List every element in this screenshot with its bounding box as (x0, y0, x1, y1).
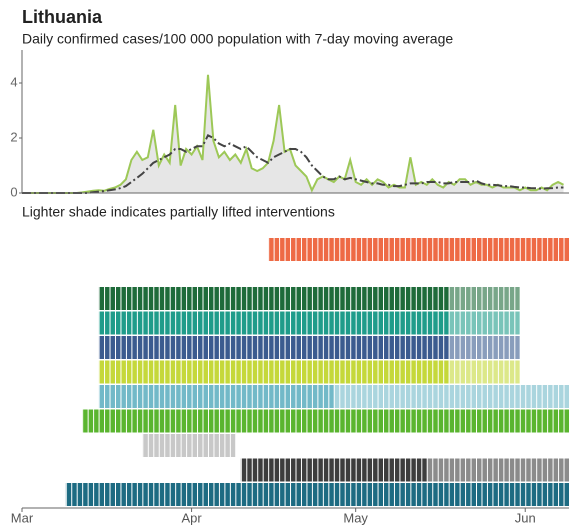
cases-chart: 0 2 4 (10, 50, 569, 199)
chart-subtitle: Daily confirmed cases/100 000 population… (22, 31, 453, 47)
x-tick-label: Jun (515, 510, 536, 525)
x-tick-label: Apr (181, 510, 202, 525)
line (22, 133, 564, 194)
x-tick-label: May (343, 510, 368, 525)
interventions-chart: Mar Apr May Jun (11, 238, 571, 525)
line (22, 74, 564, 194)
y-tick-label: 0 (10, 184, 17, 199)
chart-title: Lithuania (22, 7, 103, 27)
x-tick-label: Mar (11, 510, 34, 525)
y-tick-label: 4 (10, 74, 17, 89)
y-tick-label: 2 (10, 129, 17, 144)
area (22, 74, 564, 193)
day-stripes (22, 238, 571, 506)
note: Lighter shade indicates partially lifted… (22, 204, 335, 220)
